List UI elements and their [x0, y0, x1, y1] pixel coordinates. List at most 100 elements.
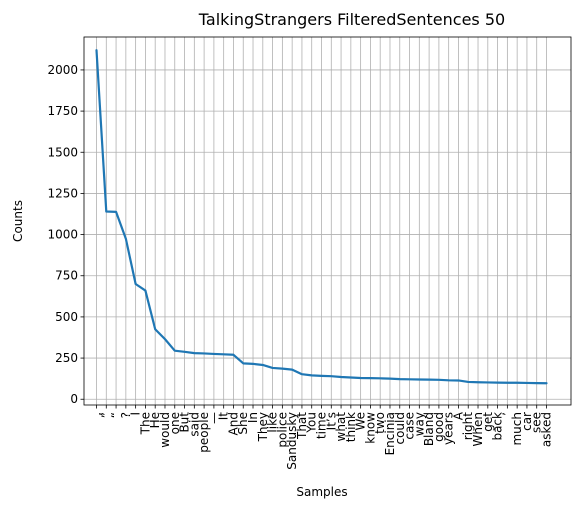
x-tick-label: see — [530, 412, 544, 433]
data-point — [174, 350, 176, 352]
data-point — [487, 381, 489, 383]
x-tick-label: She — [236, 412, 250, 435]
data-point — [115, 211, 117, 213]
x-tick-label: way — [412, 412, 426, 436]
data-point — [467, 381, 469, 383]
x-tick-label: But — [178, 412, 192, 433]
x-tick-label: Encinia — [383, 412, 397, 455]
x-tick-label: A — [451, 411, 465, 420]
data-point — [105, 211, 107, 213]
data-point — [203, 352, 205, 354]
y-tick-label: 750 — [55, 269, 78, 283]
x-tick-label: time — [315, 412, 329, 439]
x-tick-label: case — [403, 412, 417, 440]
x-tick-label: think — [344, 412, 358, 442]
data-point — [135, 283, 137, 285]
data-point — [497, 382, 499, 384]
data-point — [164, 338, 166, 340]
y-tick-label: 2000 — [47, 63, 78, 77]
data-point — [477, 381, 479, 383]
data-point — [184, 351, 186, 353]
data-point — [252, 363, 254, 365]
x-tick-label: In — [246, 412, 260, 423]
x-tick-label: car — [520, 412, 534, 431]
data-point — [536, 382, 538, 384]
data-point — [379, 377, 381, 379]
y-tick-label: 1250 — [47, 186, 78, 200]
data-point — [340, 376, 342, 378]
x-tick-label: They — [256, 412, 270, 442]
x-tick-label: could — [393, 412, 407, 445]
data-point — [330, 375, 332, 377]
data-line-group — [95, 49, 548, 385]
data-point — [154, 328, 156, 330]
x-tick-label: people — [197, 412, 211, 453]
data-point — [516, 382, 518, 384]
x-tick-label: And — [226, 412, 240, 435]
data-point — [350, 377, 352, 379]
y-axis-label: Counts — [11, 200, 25, 242]
data-point — [301, 373, 303, 375]
data-point — [311, 374, 313, 376]
x-tick-label: ” — [99, 412, 113, 418]
data-point — [223, 353, 225, 355]
x-tick-label: would — [158, 412, 172, 448]
data-point — [291, 369, 293, 371]
x-tick-label: much — [510, 412, 524, 446]
y-tick-label: 1750 — [47, 104, 78, 118]
data-point — [360, 377, 362, 379]
x-tick-label: two — [373, 412, 387, 434]
x-tick-label: what — [334, 412, 348, 442]
data-point — [448, 379, 450, 381]
data-point — [321, 375, 323, 377]
x-tick-label: get — [481, 412, 495, 432]
x-tick-label: “ — [109, 412, 123, 418]
x-tick-label: years — [442, 412, 456, 445]
chart-title: TalkingStrangers FilteredSentences 50 — [198, 10, 505, 29]
x-tick-label: The — [138, 412, 152, 435]
x-tick-label: , — [90, 412, 104, 416]
data-point — [389, 378, 391, 380]
x-tick-label: ? — [119, 412, 133, 418]
x-tick-label: It — [217, 412, 231, 421]
y-tick-label: 1000 — [47, 228, 78, 242]
y-tick-label: 0 — [70, 392, 78, 406]
x-tick-label: said — [187, 412, 201, 437]
x-tick-label: It’s — [324, 412, 338, 430]
data-point — [369, 377, 371, 379]
x-tick-label: police — [275, 412, 289, 448]
y-tick-label: 1500 — [47, 145, 78, 159]
data-point — [399, 378, 401, 380]
axes — [83, 36, 572, 406]
x-tick-label: ’ — [500, 412, 514, 416]
data-point — [438, 379, 440, 381]
data-point — [262, 364, 264, 366]
data-point — [242, 362, 244, 364]
x-tick-label: When — [471, 412, 485, 446]
data-point — [457, 379, 459, 381]
x-tick-label: He — [148, 412, 162, 428]
x-tick-label: back — [491, 412, 505, 441]
x-tick-label: You — [305, 412, 319, 434]
x-tick-label: one — [168, 412, 182, 434]
data-point — [193, 352, 195, 354]
x-tick-label: Bland — [422, 412, 436, 446]
grid — [84, 37, 571, 405]
x-tick-label: That — [295, 412, 309, 440]
data-point — [418, 378, 420, 380]
x-tick-label: like — [266, 412, 280, 433]
x-axis-label: Samples — [296, 485, 347, 499]
series-line — [95, 49, 548, 385]
data-point — [506, 382, 508, 384]
data-point — [281, 368, 283, 370]
plot-frame — [83, 36, 572, 406]
y-axis-ticks: 0 250 500 750 1000 1250 1500 1750 2000 — [47, 63, 84, 406]
data-point — [125, 238, 127, 240]
x-axis-ticks: ,”“?ITheHewouldoneButsaidpeople—ItAndShe… — [90, 405, 554, 470]
y-tick-label: 250 — [55, 351, 78, 365]
data-point — [144, 290, 146, 292]
x-tick-label: Sandusky — [285, 412, 299, 470]
x-tick-label: good — [432, 412, 446, 442]
x-tick-label: asked — [540, 412, 554, 447]
